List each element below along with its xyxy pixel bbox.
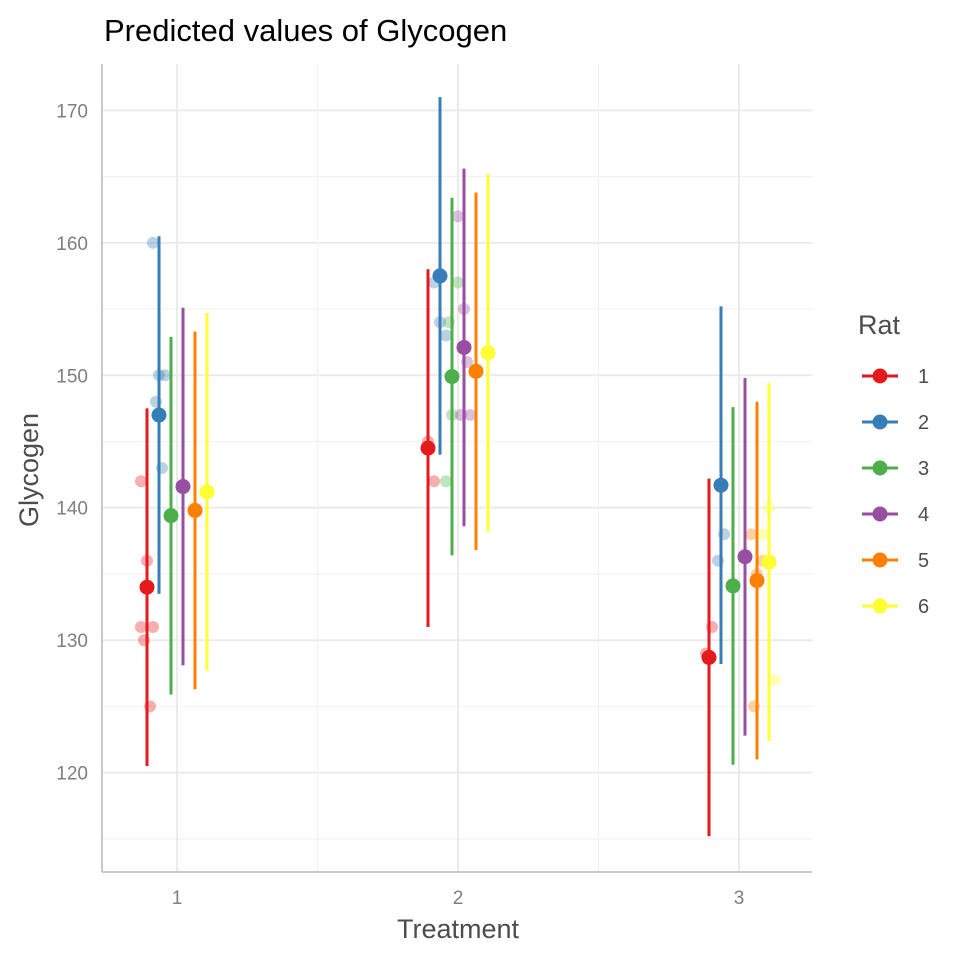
legend-label: 1 (918, 366, 929, 388)
raw-data-point (135, 475, 147, 488)
raw-data-point (428, 475, 440, 488)
grid (102, 64, 812, 872)
y-axis-title: Glycogen (14, 413, 44, 527)
predicted-point (749, 573, 765, 589)
y-tick-labels: 120 130 140 150 160 170 (56, 101, 88, 784)
predicted-point (139, 579, 155, 595)
legend-label: 3 (918, 458, 929, 480)
legend-item: 4 (862, 504, 929, 526)
legend-key-point (872, 552, 888, 568)
predicted-point (163, 508, 179, 524)
legend-item: 3 (862, 458, 929, 480)
legend-label: 6 (918, 596, 929, 618)
y-tick-label: 140 (56, 499, 88, 520)
legend-item: 6 (862, 596, 929, 618)
y-tick-label: 150 (56, 366, 88, 387)
predicted-point (713, 477, 729, 493)
legend-label: 4 (918, 504, 929, 526)
axes (101, 64, 812, 873)
legend-key-point (872, 414, 888, 430)
legend: Rat 1 2 3 4 5 6 (858, 310, 929, 618)
legend-key-point (872, 368, 888, 384)
raw-data-point (452, 210, 464, 223)
predicted-point (725, 578, 741, 594)
raw-data-point (147, 236, 159, 249)
predicted-point (761, 554, 777, 570)
y-tick-label: 170 (56, 101, 88, 122)
raw-data-point (464, 409, 476, 422)
legend-items: 1 2 3 4 5 6 (862, 366, 929, 618)
predicted-point (187, 502, 203, 518)
raw-data-point (147, 620, 159, 633)
predicted-point (480, 345, 496, 361)
x-axis-title: Treatment (397, 914, 520, 944)
legend-item: 5 (862, 550, 929, 572)
raw-data-point (440, 329, 452, 342)
raw-data-point (159, 369, 171, 382)
predicted-point (468, 363, 484, 379)
y-tick-label: 120 (56, 764, 88, 785)
x-tick-label: 1 (172, 888, 183, 909)
predicted-point (199, 484, 215, 500)
raw-data-point (135, 620, 147, 633)
legend-item: 1 (862, 366, 929, 388)
predicted-point (420, 440, 436, 456)
predicted-point (456, 339, 472, 355)
predicted-point (432, 268, 448, 284)
legend-title: Rat (858, 310, 901, 340)
raw-data-point (769, 673, 781, 686)
predicted-point (444, 369, 460, 385)
legend-label: 5 (918, 550, 929, 572)
legend-key-point (872, 506, 888, 522)
legend-item: 2 (862, 412, 929, 434)
legend-key-point (872, 598, 888, 614)
chart-title: Predicted values of Glycogen (104, 13, 507, 48)
x-tick-label: 2 (453, 888, 464, 909)
legend-key-point (872, 460, 888, 476)
raw-data-point (440, 475, 452, 488)
raw-data-point (757, 528, 769, 541)
predicted-point (701, 649, 717, 665)
x-tick-labels: 1 2 3 (172, 888, 745, 909)
predicted-point (737, 549, 753, 565)
predicted-point (151, 407, 167, 423)
predicted-points (139, 268, 777, 665)
raw-data-point (745, 528, 757, 541)
y-tick-label: 130 (56, 631, 88, 652)
raw-data-point (452, 276, 464, 289)
legend-label: 2 (918, 412, 929, 434)
predicted-point (175, 479, 191, 495)
y-tick-label: 160 (56, 234, 88, 255)
x-tick-label: 3 (734, 888, 745, 909)
